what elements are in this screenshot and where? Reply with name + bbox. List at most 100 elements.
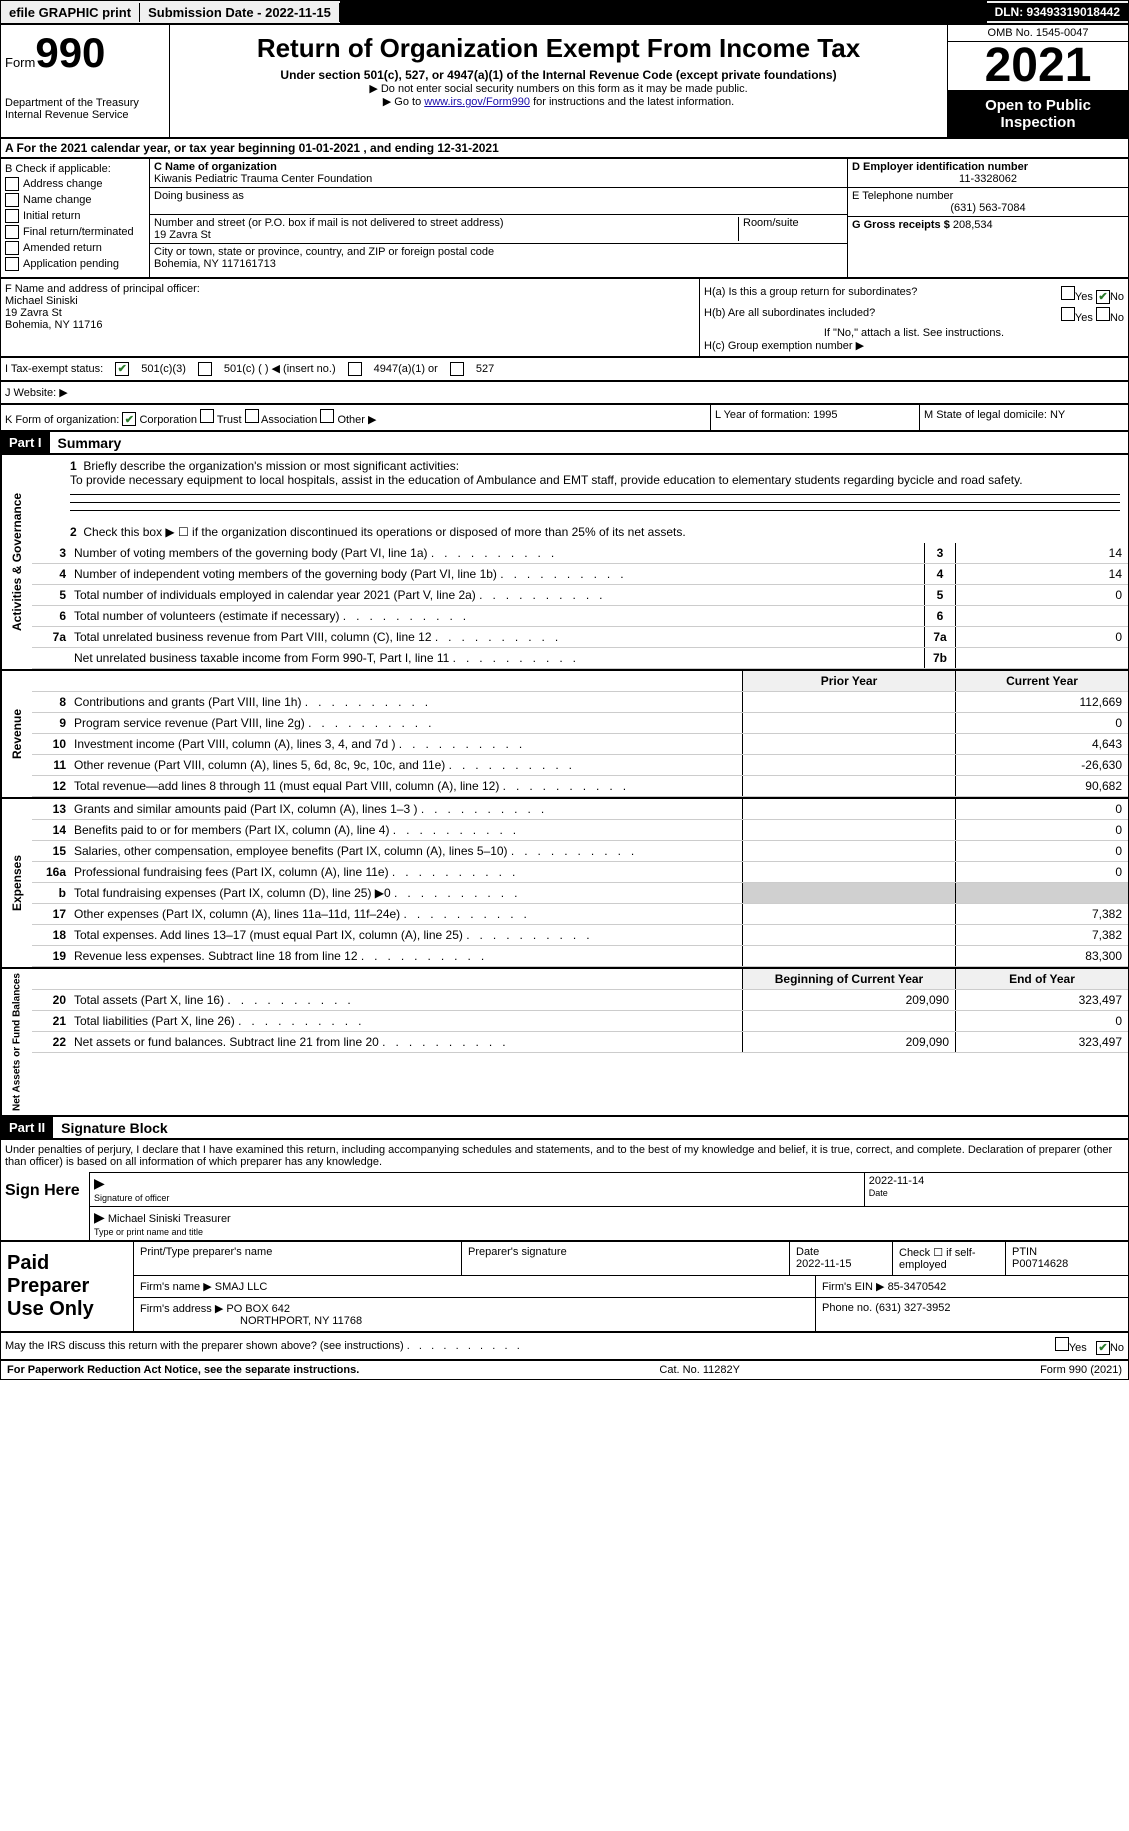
l-value: 1995 xyxy=(813,409,837,421)
form-subtitle: Under section 501(c), 527, or 4947(a)(1)… xyxy=(174,68,943,82)
discuss-yes[interactable] xyxy=(1055,1337,1069,1351)
summary-line: bTotal fundraising expenses (Part IX, co… xyxy=(32,883,1128,904)
paid-body: Print/Type preparer's name Preparer's si… xyxy=(134,1242,1128,1331)
net-body: Beginning of Current Year End of Year 20… xyxy=(32,969,1128,1115)
summary-line: 14Benefits paid to or for members (Part … xyxy=(32,820,1128,841)
summary-line: 5Total number of individuals employed in… xyxy=(32,585,1128,606)
room-label: Room/suite xyxy=(743,217,799,229)
firm-addr: PO BOX 642 xyxy=(226,1303,290,1315)
sections-fh: F Name and address of principal officer:… xyxy=(0,278,1129,357)
no-label2: No xyxy=(1110,312,1124,324)
sections-bcd: B Check if applicable: Address change Na… xyxy=(0,158,1129,278)
dln-label: DLN: 93493319018442 xyxy=(987,3,1128,21)
no-label: No xyxy=(1110,291,1124,303)
section-h: H(a) Is this a group return for subordin… xyxy=(700,279,1128,356)
submission-date: Submission Date - 2022-11-15 xyxy=(140,3,340,22)
cb-501c3[interactable]: ✔ xyxy=(115,362,129,376)
firm-ein: 85-3470542 xyxy=(888,1281,947,1293)
discuss-yes-label: Yes xyxy=(1069,1342,1087,1354)
summary-line: 12Total revenue—add lines 8 through 11 (… xyxy=(32,776,1128,797)
section-d: D Employer identification number 11-3328… xyxy=(848,159,1128,277)
vlabel-exp: Expenses xyxy=(1,799,32,967)
cb-address-change[interactable] xyxy=(5,177,19,191)
top-bar: efile GRAPHIC print Submission Date - 20… xyxy=(0,0,1129,24)
note2-post: for instructions and the latest informat… xyxy=(530,96,734,108)
summary-line: Net unrelated business taxable income fr… xyxy=(32,648,1128,669)
m-label: M State of legal domicile: xyxy=(924,409,1047,421)
cb-name-change[interactable] xyxy=(5,193,19,207)
cb-pending[interactable] xyxy=(5,257,19,271)
cb-trust[interactable] xyxy=(200,409,214,423)
cb-527[interactable] xyxy=(450,362,464,376)
officer-street: 19 Zavra St xyxy=(5,307,62,319)
firm-phone: (631) 327-3952 xyxy=(875,1302,950,1314)
efile-print-button[interactable]: efile GRAPHIC print xyxy=(1,3,140,22)
opt-other: Other ▶ xyxy=(337,414,376,426)
rev-header: Prior Year Current Year xyxy=(32,671,1128,692)
form-ref: Form 990 (2021) xyxy=(1040,1364,1122,1376)
ha-no[interactable]: ✔ xyxy=(1096,290,1110,304)
b-label: B Check if applicable: xyxy=(5,163,145,175)
i-label: I Tax-exempt status: xyxy=(5,363,103,375)
part1-badge: Part I xyxy=(1,432,50,453)
cat-no: Cat. No. 11282Y xyxy=(659,1364,740,1376)
l-label: L Year of formation: xyxy=(715,409,810,421)
cb-final[interactable] xyxy=(5,225,19,239)
ein-label: D Employer identification number xyxy=(852,161,1028,173)
begin-year-hdr: Beginning of Current Year xyxy=(742,969,955,989)
cb-initial[interactable] xyxy=(5,209,19,223)
cb-amended[interactable] xyxy=(5,241,19,255)
form-label: Form xyxy=(5,55,35,70)
omb-year-box: OMB No. 1545-0047 2021 Open to Public In… xyxy=(948,25,1128,137)
summary-line: 17Other expenses (Part IX, column (A), l… xyxy=(32,904,1128,925)
exp-body: 13Grants and similar amounts paid (Part … xyxy=(32,799,1128,967)
yes-label: Yes xyxy=(1075,291,1093,303)
cb-corp[interactable]: ✔ xyxy=(122,412,136,426)
opt-final: Final return/terminated xyxy=(23,226,134,238)
ha-yes[interactable] xyxy=(1061,286,1075,300)
summary-line: 6Total number of volunteers (estimate if… xyxy=(32,606,1128,627)
org-name: Kiwanis Pediatric Trauma Center Foundati… xyxy=(154,173,372,185)
prior-year-hdr: Prior Year xyxy=(742,671,955,691)
opt-assoc: Association xyxy=(261,414,317,426)
opt-corp: Corporation xyxy=(139,414,196,426)
h-print: Print/Type preparer's name xyxy=(140,1246,272,1258)
opt-initial: Initial return xyxy=(23,210,80,222)
name-title-label: Type or print name and title xyxy=(94,1227,203,1237)
yes-label2: Yes xyxy=(1075,312,1093,324)
section-j: J Website: ▶ xyxy=(0,381,1129,404)
h-ptin: PTIN xyxy=(1012,1246,1037,1258)
officer-city: Bohemia, NY 11716 xyxy=(5,319,102,331)
summary-line: 3Number of voting members of the governi… xyxy=(32,543,1128,564)
declaration: Under penalties of perjury, I declare th… xyxy=(1,1140,1128,1172)
cb-4947[interactable] xyxy=(348,362,362,376)
cb-other[interactable] xyxy=(320,409,334,423)
section-c: C Name of organization Kiwanis Pediatric… xyxy=(150,159,848,277)
section-a: A For the 2021 calendar year, or tax yea… xyxy=(0,138,1129,158)
vlabel-net: Net Assets or Fund Balances xyxy=(1,969,32,1115)
cb-assoc[interactable] xyxy=(245,409,259,423)
form-header: Form990 Department of the Treasury Inter… xyxy=(0,24,1129,138)
summary-line: 16aProfessional fundraising fees (Part I… xyxy=(32,862,1128,883)
summary-line: 9Program service revenue (Part VIII, lin… xyxy=(32,713,1128,734)
summary-line: 20Total assets (Part X, line 16)209,0903… xyxy=(32,990,1128,1011)
opt-trust: Trust xyxy=(217,414,242,426)
firm-city: NORTHPORT, NY 11768 xyxy=(240,1315,362,1327)
hb-no[interactable] xyxy=(1096,307,1110,321)
section-m: M State of legal domicile: NY xyxy=(920,405,1128,431)
summary-line: 15Salaries, other compensation, employee… xyxy=(32,841,1128,862)
summary-line: 4Number of independent voting members of… xyxy=(32,564,1128,585)
city-label: City or town, state or province, country… xyxy=(154,246,494,258)
irs-link[interactable]: www.irs.gov/Form990 xyxy=(424,96,530,108)
mission-text: To provide necessary equipment to local … xyxy=(70,473,1023,487)
discuss-no[interactable]: ✔ xyxy=(1096,1341,1110,1355)
cb-501c[interactable] xyxy=(198,362,212,376)
part1-title: Summary xyxy=(50,435,122,451)
hb-yes[interactable] xyxy=(1061,307,1075,321)
sign-here-label: Sign Here xyxy=(1,1172,90,1240)
arrow-icon2: ▶ xyxy=(94,1209,105,1225)
prep-date: 2022-11-15 xyxy=(796,1258,851,1270)
sig-officer-label: Signature of officer xyxy=(94,1193,169,1203)
street-label: Number and street (or P.O. box if mail i… xyxy=(154,217,504,229)
part2-badge: Part II xyxy=(1,1117,53,1138)
